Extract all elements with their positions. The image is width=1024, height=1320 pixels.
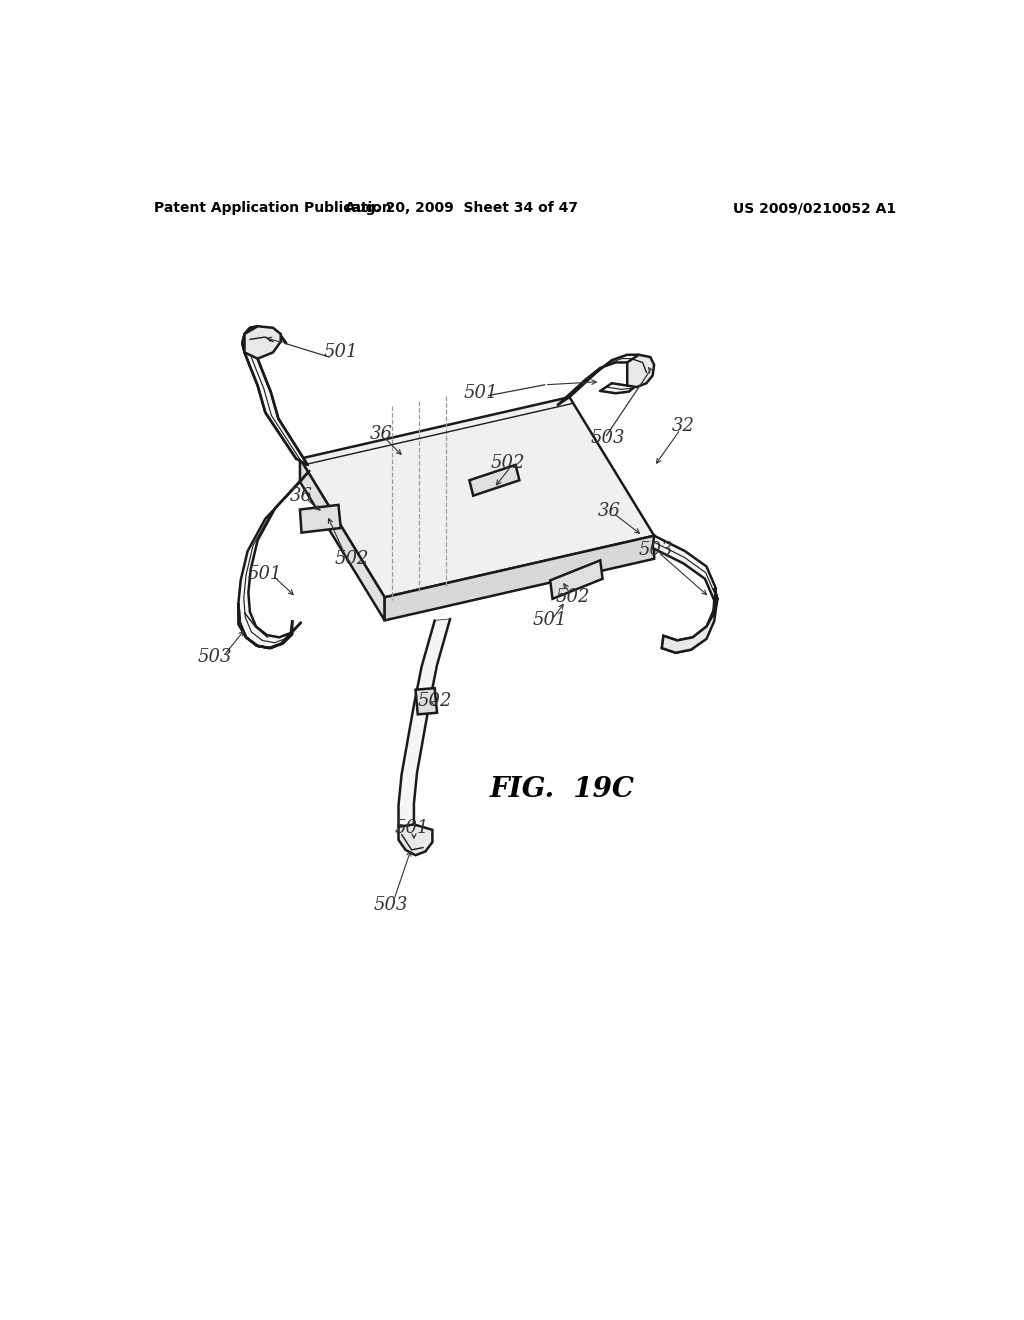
Polygon shape <box>550 561 602 599</box>
Polygon shape <box>239 603 292 648</box>
Polygon shape <box>243 326 307 465</box>
Text: 36: 36 <box>370 425 392 444</box>
Text: 502: 502 <box>556 589 591 606</box>
Polygon shape <box>628 355 654 387</box>
Text: Aug. 20, 2009  Sheet 34 of 47: Aug. 20, 2009 Sheet 34 of 47 <box>345 202 579 215</box>
Text: 503: 503 <box>638 541 673 558</box>
Text: 502: 502 <box>490 454 525 471</box>
Text: 502: 502 <box>418 692 452 710</box>
Polygon shape <box>398 825 432 855</box>
Polygon shape <box>239 471 309 648</box>
Text: FIG.  19C: FIG. 19C <box>489 776 634 804</box>
Polygon shape <box>652 536 716 653</box>
Text: Patent Application Publication: Patent Application Publication <box>154 202 391 215</box>
Text: 501: 501 <box>324 343 358 362</box>
Text: 503: 503 <box>198 648 232 667</box>
Polygon shape <box>245 326 281 359</box>
Polygon shape <box>469 465 519 496</box>
Polygon shape <box>300 397 654 598</box>
Text: 503: 503 <box>374 896 409 915</box>
Polygon shape <box>398 619 451 826</box>
Text: 36: 36 <box>290 487 313 504</box>
Text: 502: 502 <box>334 550 369 568</box>
Text: 501: 501 <box>394 820 429 837</box>
Polygon shape <box>300 459 385 620</box>
Polygon shape <box>300 506 341 533</box>
Polygon shape <box>558 355 650 405</box>
Text: US 2009/0210052 A1: US 2009/0210052 A1 <box>733 202 896 215</box>
Text: 501: 501 <box>532 611 567 630</box>
Text: 501: 501 <box>464 384 498 403</box>
Polygon shape <box>385 536 654 620</box>
Polygon shape <box>416 688 437 714</box>
Text: 501: 501 <box>248 565 283 583</box>
Text: 36: 36 <box>598 502 621 520</box>
Text: 32: 32 <box>672 417 695 436</box>
Text: 503: 503 <box>591 429 626 447</box>
Polygon shape <box>662 589 717 653</box>
